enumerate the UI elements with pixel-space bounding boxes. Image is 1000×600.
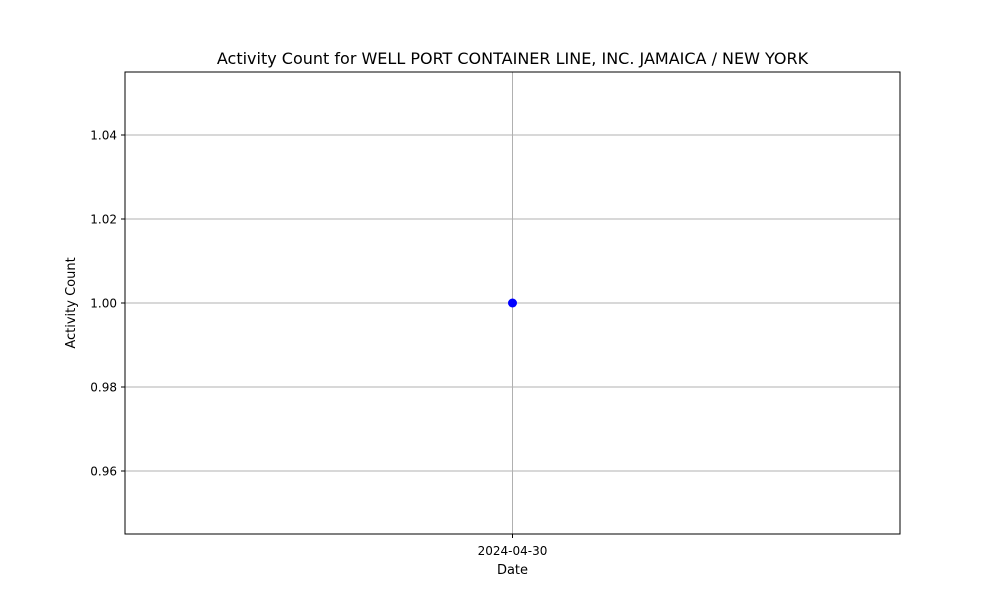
y-tick-label: 0.96 <box>90 465 117 479</box>
axis-ticks: 0.96 0.98 1.00 1.02 1.04 2024-04-30 <box>90 129 547 559</box>
y-tick-label: 0.98 <box>90 381 117 395</box>
data-point <box>508 298 517 308</box>
y-tick-label: 1.04 <box>90 129 117 143</box>
x-tick-label: 2024-04-30 <box>478 544 548 558</box>
data-marks <box>508 298 517 308</box>
y-axis-label: Activity Count <box>64 257 79 348</box>
x-axis-label: Date <box>497 563 528 578</box>
y-tick-label: 1.02 <box>90 213 117 227</box>
chart-title: Activity Count for WELL PORT CONTAINER L… <box>217 49 809 68</box>
y-tick-label: 1.00 <box>90 297 117 311</box>
